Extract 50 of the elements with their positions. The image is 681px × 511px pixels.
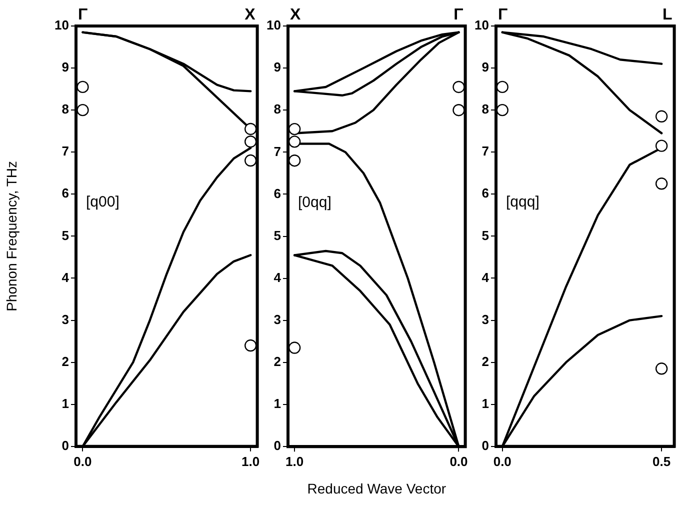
- y-tick-label: 8: [274, 102, 281, 117]
- text: Γ: [498, 6, 508, 24]
- y-tick-label: 8: [482, 102, 489, 117]
- y-tick-label: 9: [482, 60, 489, 75]
- y-axis-title: Phonon Frequency, THz: [3, 160, 20, 312]
- y-tick-label: 6: [62, 186, 69, 201]
- y-tick-label: 4: [274, 270, 282, 285]
- y-tick-label: 5: [274, 228, 281, 243]
- y-tick-label: 6: [274, 186, 281, 201]
- y-tick-label: 1: [62, 396, 69, 411]
- y-tick-label: 1: [482, 396, 489, 411]
- y-tick-label: 10: [474, 18, 489, 33]
- x-axis-title: Reduced Wave Vector: [307, 480, 446, 496]
- text: L: [662, 6, 673, 24]
- y-tick-label: 9: [62, 60, 69, 75]
- y-tick-label: 6: [482, 186, 489, 201]
- y-tick-label: 7: [482, 144, 489, 159]
- x-tick-label: 0.0: [493, 454, 512, 469]
- y-tick-label: 3: [62, 312, 69, 327]
- annotation: [q00]: [86, 194, 120, 211]
- y-tick-label: 2: [482, 354, 489, 369]
- y-tick-label: 7: [62, 144, 69, 159]
- x-tick-label: 0.5: [652, 454, 671, 469]
- text: X: [290, 6, 301, 24]
- y-tick-label: 0: [482, 438, 489, 453]
- text: Γ: [454, 6, 464, 24]
- y-tick-label: 8: [62, 102, 69, 117]
- y-tick-label: 10: [54, 18, 69, 33]
- y-tick-label: 10: [266, 18, 281, 33]
- y-tick-label: 9: [274, 60, 281, 75]
- text: Γ: [78, 6, 88, 24]
- y-tick-label: 4: [482, 270, 490, 285]
- y-tick-label: 5: [62, 228, 69, 243]
- x-tick-label: 0.0: [74, 454, 92, 469]
- x-tick-label: 1.0: [286, 454, 304, 469]
- y-tick-label: 2: [62, 354, 69, 369]
- annotation: [qqq]: [506, 194, 540, 211]
- y-tick-label: 0: [274, 438, 281, 454]
- y-tick-label: 5: [482, 228, 489, 243]
- annotation: [0qq]: [298, 194, 332, 211]
- y-tick-label: 4: [62, 270, 70, 285]
- y-tick-label: 3: [482, 312, 489, 327]
- y-tick-label: 3: [274, 312, 281, 327]
- x-tick-label: 0.0: [450, 454, 468, 469]
- text: X: [244, 6, 256, 24]
- y-tick-label: 2: [274, 354, 281, 370]
- y-tick-label: 0: [62, 438, 69, 453]
- y-tick-label: 1: [274, 396, 281, 412]
- y-tick-label: 7: [274, 144, 281, 159]
- x-tick-label: 1.0: [242, 454, 260, 469]
